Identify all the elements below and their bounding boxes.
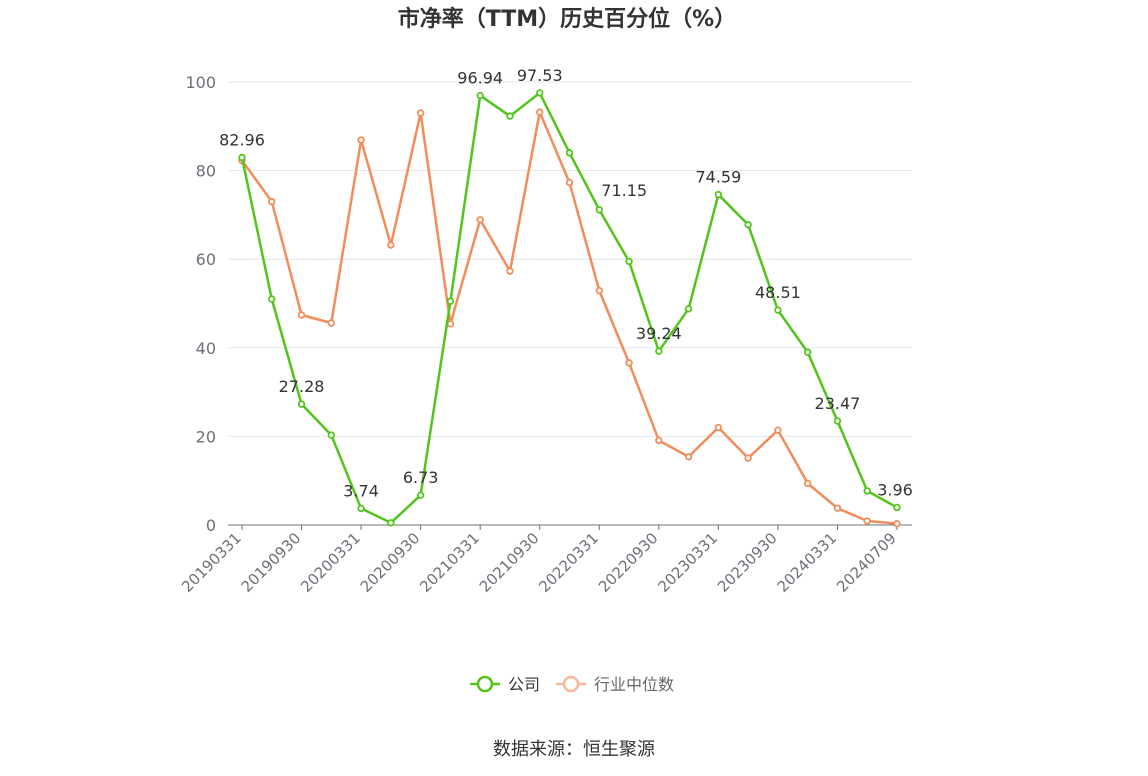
series-line-1 [240,110,898,525]
data-point[interactable] [803,348,812,356]
data-point[interactable] [714,423,723,432]
data-point[interactable] [684,305,693,313]
legend-item-1[interactable]: 行业中位数 [556,675,674,694]
legend-item-0[interactable]: 公司 [470,675,540,694]
x-tick-label: 20210930 [476,529,543,596]
data-point[interactable] [506,267,514,275]
data-label: 23.47 [815,394,861,413]
data-point[interactable] [774,426,782,434]
data-point[interactable] [595,286,603,295]
data-point[interactable] [416,109,425,117]
data-label: 82.96 [219,130,265,149]
data-point[interactable] [625,257,633,266]
data-point[interactable] [506,112,514,120]
data-point[interactable] [625,359,633,367]
legend-marker [476,675,494,693]
data-point[interactable] [774,306,782,314]
data-point[interactable] [357,136,365,144]
data-point[interactable] [268,197,276,206]
data-point[interactable] [863,517,871,525]
data-label: 27.28 [279,377,325,396]
data-point[interactable] [863,487,871,495]
data-point[interactable] [744,220,752,229]
data-label: 97.53 [517,66,563,85]
y-tick-label: 100 [185,73,216,92]
y-tick-label: 20 [196,427,216,446]
data-point[interactable] [684,453,693,461]
data-point[interactable] [565,178,574,187]
y-tick-label: 40 [196,339,216,358]
data-point[interactable] [327,319,336,327]
data-label: 3.96 [877,480,913,499]
x-tick-label: 20200930 [357,529,424,596]
legend-marker [562,675,580,693]
x-tick-label: 20190331 [178,529,245,596]
data-point[interactable] [297,400,306,408]
data-label: 48.51 [755,283,801,302]
x-tick-label: 20220930 [595,529,662,596]
y-tick-label: 60 [196,250,216,269]
series-line-0 [240,91,898,525]
data-point[interactable] [446,297,455,305]
x-tick-label: 20210331 [416,529,483,596]
data-label: 74.59 [695,168,741,187]
x-axis: 2019033120190930202003312020093020210331… [178,524,912,596]
data-point[interactable] [268,295,276,303]
data-labels: 82.96 27.28 3.74 6.73 96.94 97.53 71.15 39.24 74… [219,66,913,500]
chart-title: 市净率（TTM）历史百分位（%） [398,6,736,32]
data-point[interactable] [238,153,246,162]
legend-label: 公司 [508,675,540,694]
x-tick-label: 20240709 [833,529,900,596]
source-note: 数据来源：恒生聚源 [493,739,655,760]
y-tick-label: 0 [206,516,216,535]
y-axis: 0 20 40 60 80 100 [185,73,216,535]
data-point[interactable] [565,149,574,157]
data-point[interactable] [744,454,752,462]
data-point[interactable] [655,347,663,355]
x-tick-label: 20190930 [238,529,305,596]
x-tick-label: 20240331 [774,529,841,596]
data-point[interactable] [357,504,365,513]
data-point[interactable] [595,206,603,214]
x-tick-label: 20200331 [297,529,364,596]
data-point[interactable] [476,91,484,100]
data-point[interactable] [893,503,901,512]
x-tick-label: 20230930 [714,529,781,596]
data-point[interactable] [893,519,901,528]
data-label: 71.15 [601,181,647,200]
series-layer [238,89,901,528]
data-point[interactable] [714,190,723,199]
data-point[interactable] [536,89,544,97]
data-point[interactable] [655,436,663,445]
data-label: 39.24 [636,324,682,343]
legend-label: 行业中位数 [594,675,674,694]
data-label: 3.74 [343,481,379,500]
data-point[interactable] [833,417,842,425]
data-point[interactable] [387,519,395,527]
x-tick-label: 20220331 [535,529,602,596]
data-point[interactable] [416,491,425,499]
data-label: 96.94 [457,69,503,88]
data-point[interactable] [327,431,336,439]
grid [228,81,912,437]
data-point[interactable] [833,504,842,512]
data-point[interactable] [803,479,812,488]
legend[interactable]: 公司 行业中位数 [470,675,674,694]
data-label: 6.73 [403,468,439,487]
data-point[interactable] [536,108,544,116]
data-point[interactable] [476,216,484,224]
data-point[interactable] [387,241,395,249]
data-point[interactable] [297,311,306,319]
x-tick-label: 20230331 [654,529,721,596]
y-tick-label: 80 [196,162,216,181]
